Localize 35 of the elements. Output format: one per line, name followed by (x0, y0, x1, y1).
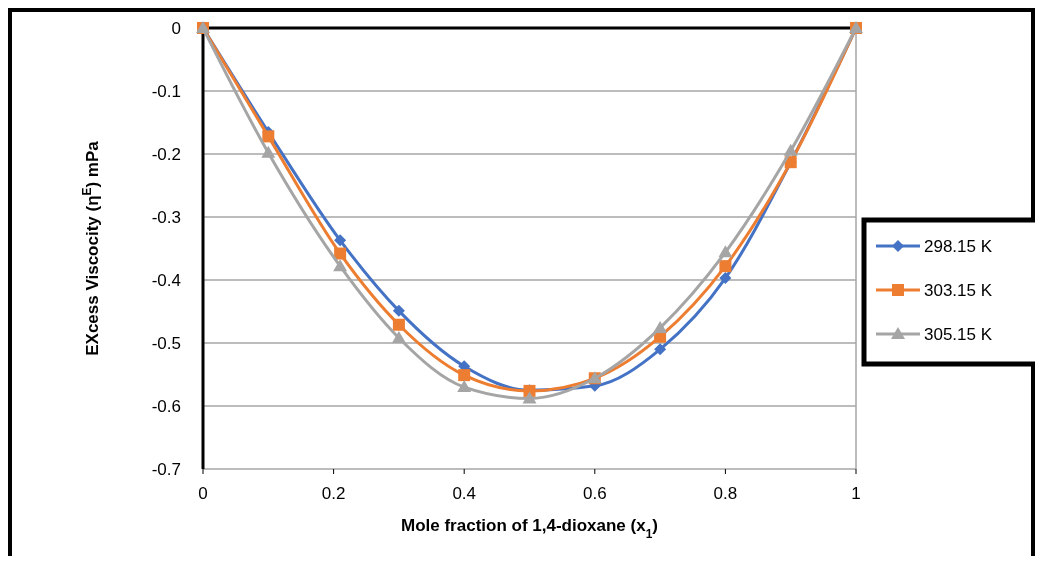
point (261, 145, 276, 158)
point (654, 343, 667, 356)
x-tick-label: 0.8 (713, 484, 738, 503)
x-tick-label: 0 (198, 484, 208, 503)
point (333, 259, 348, 272)
point (458, 369, 471, 382)
y-tick-label: 0 (171, 19, 181, 38)
point (392, 304, 405, 317)
y-tick-label: -0.1 (151, 82, 181, 101)
point (719, 272, 732, 285)
point (334, 234, 347, 247)
point (653, 320, 668, 333)
point (718, 245, 733, 258)
y-tick-label: -0.6 (151, 397, 181, 416)
legend-label: 305.15 K (924, 325, 993, 344)
y-tick-label: -0.4 (151, 271, 181, 290)
point (719, 260, 732, 273)
x-tick-label: 0.4 (452, 484, 477, 503)
point (457, 380, 472, 393)
point (262, 130, 275, 143)
legend-label: 303.15 K (924, 281, 993, 300)
x-tick-label: 0.2 (321, 484, 346, 503)
point (392, 318, 405, 331)
y-tick-label: -0.3 (151, 208, 181, 227)
legend-label: 298.15 K (924, 237, 993, 256)
point (391, 330, 406, 343)
x-tick-label: 0.6 (582, 484, 607, 503)
y-tick-label: -0.2 (151, 145, 181, 164)
point (783, 143, 798, 156)
x-axis-title: Mole fraction of 1,4-dioxane (x$_{1}$) (401, 516, 658, 541)
y-tick-label: -0.7 (151, 460, 181, 479)
x-tick-label: 1 (851, 484, 861, 503)
point (334, 247, 347, 260)
y-tick-label: -0.5 (151, 334, 181, 353)
point (522, 391, 537, 404)
